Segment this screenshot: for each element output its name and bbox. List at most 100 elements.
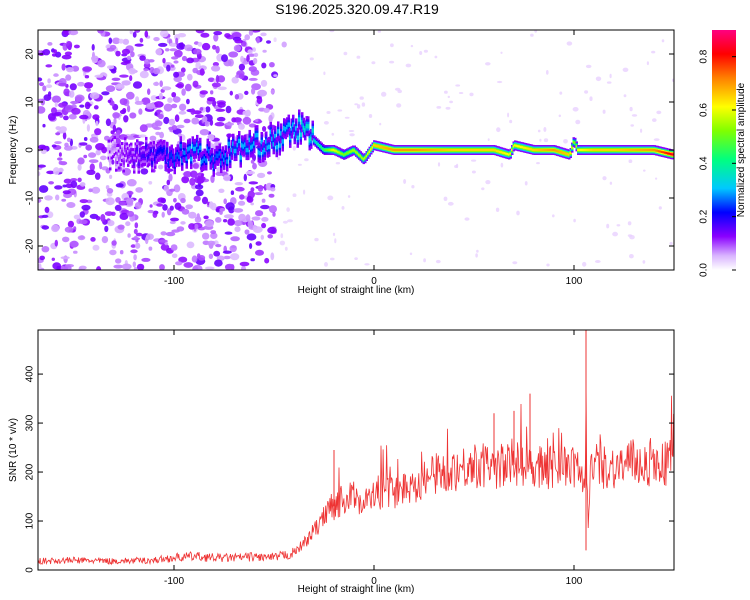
ridge-cell	[547, 148, 550, 152]
ridge-cell	[164, 157, 167, 162]
noise-blob	[185, 204, 193, 210]
noise-blob	[168, 173, 173, 182]
noise-blob	[170, 244, 178, 251]
noise-blob	[58, 160, 63, 165]
noise-blob	[144, 30, 149, 38]
ridge-cell	[238, 138, 241, 144]
noise-blob	[337, 109, 343, 112]
ridge-cell	[380, 145, 383, 149]
ridge-cell	[287, 122, 290, 127]
noise-blob	[101, 146, 107, 154]
noise-blob	[161, 86, 172, 91]
ridge-cell	[449, 148, 452, 152]
spectrogram-cells	[38, 30, 674, 270]
noise-blob	[262, 125, 267, 132]
noise-blob	[168, 118, 176, 126]
ridge-cell	[659, 150, 662, 153]
noise-blob	[495, 207, 500, 212]
noise-blob	[130, 51, 135, 58]
noise-blob	[238, 123, 245, 130]
noise-blob	[170, 64, 175, 68]
noise-blob	[157, 164, 164, 170]
noise-blob	[155, 131, 161, 136]
ridge-cell	[131, 155, 134, 161]
noise-blob	[187, 73, 193, 81]
ridge-cell	[395, 148, 398, 152]
ridge-cell	[347, 151, 350, 154]
ridge-cell	[464, 148, 467, 152]
noise-blob	[443, 196, 448, 201]
ridge-cell	[305, 123, 308, 129]
noise-blob	[54, 185, 63, 190]
noise-blob	[95, 216, 101, 221]
noise-blob	[38, 263, 42, 270]
noise-blob	[260, 32, 267, 37]
ridge-cell	[128, 151, 131, 156]
noise-blob	[213, 30, 223, 36]
ridge-cell	[278, 143, 281, 148]
ridge-cell	[292, 122, 295, 127]
noise-blob	[95, 149, 101, 156]
noise-blob	[628, 159, 633, 163]
ridge-cell	[469, 148, 472, 152]
ridge-cell	[656, 149, 659, 152]
noise-blob	[149, 135, 157, 141]
ridge-cell	[124, 145, 127, 150]
ridge-cell	[149, 149, 152, 154]
ridge-cell	[404, 148, 407, 152]
ridge-cell	[463, 148, 466, 152]
noise-blob	[68, 30, 79, 36]
ridge-cell	[487, 148, 490, 152]
noise-blob	[196, 253, 201, 259]
noise-blob	[238, 73, 245, 80]
ridge-cell	[325, 148, 328, 152]
ridge-cell	[185, 156, 188, 161]
noise-blob	[62, 131, 67, 140]
noise-blob	[205, 220, 214, 228]
ridge-cell	[362, 158, 365, 161]
noise-blob	[64, 226, 74, 233]
ridge-cell	[584, 148, 587, 152]
ridge-cell	[553, 148, 556, 152]
noise-blob	[91, 44, 95, 51]
noise-blob	[575, 119, 581, 125]
ridge-cell	[461, 148, 464, 152]
noise-blob	[201, 42, 211, 51]
ridge-cell	[118, 157, 121, 162]
noise-blob	[106, 47, 115, 52]
noise-blob	[51, 257, 55, 261]
noise-blob	[257, 172, 266, 179]
ridge-cell	[203, 156, 206, 161]
noise-blob	[215, 45, 220, 54]
noise-blob	[334, 238, 337, 244]
noise-blob	[166, 179, 171, 186]
noise-blob	[172, 96, 181, 103]
noise-blob	[217, 86, 227, 91]
noise-blob	[43, 94, 52, 101]
noise-blob	[73, 44, 80, 49]
ridge-cell	[250, 145, 253, 150]
ridge-cell	[646, 148, 649, 152]
noise-blob	[126, 190, 134, 196]
noise-blob	[122, 38, 130, 45]
noise-blob	[246, 195, 252, 202]
ridge-cell	[125, 150, 128, 155]
noise-blob	[126, 91, 135, 100]
noise-blob	[54, 239, 58, 247]
noise-blob	[92, 244, 100, 251]
noise-blob	[67, 137, 71, 142]
noise-blob	[454, 165, 458, 168]
ridge-cell	[179, 144, 182, 149]
noise-blob	[138, 134, 147, 138]
noise-blob	[194, 114, 204, 119]
ridge-cell	[641, 148, 644, 152]
noise-blob	[543, 127, 547, 132]
noise-blob	[178, 256, 188, 263]
noise-blob	[101, 91, 110, 96]
noise-blob	[210, 90, 214, 95]
ridge-cell	[119, 154, 122, 159]
noise-blob	[242, 110, 247, 116]
noise-blob	[218, 188, 225, 193]
noise-blob	[77, 81, 85, 87]
